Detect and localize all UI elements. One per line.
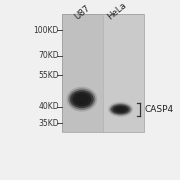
Ellipse shape (113, 106, 128, 113)
Ellipse shape (109, 103, 132, 116)
Bar (103, 14, 144, 132)
Ellipse shape (75, 94, 88, 104)
Text: 40KD: 40KD (38, 102, 59, 111)
Ellipse shape (68, 89, 96, 110)
Ellipse shape (115, 107, 126, 112)
Text: 55KD: 55KD (38, 71, 59, 80)
Text: CASP4: CASP4 (144, 105, 174, 114)
Ellipse shape (72, 92, 91, 106)
Bar (62, 14, 144, 132)
Bar (62, 14, 144, 132)
Text: U87: U87 (73, 4, 92, 22)
Ellipse shape (111, 104, 130, 114)
Ellipse shape (70, 90, 94, 108)
Text: 35KD: 35KD (38, 118, 59, 127)
Text: 100KD: 100KD (34, 26, 59, 35)
Bar (62, 14, 103, 132)
Ellipse shape (66, 87, 97, 112)
Text: HeLa: HeLa (106, 1, 128, 22)
Ellipse shape (108, 102, 133, 117)
Text: 70KD: 70KD (38, 51, 59, 60)
